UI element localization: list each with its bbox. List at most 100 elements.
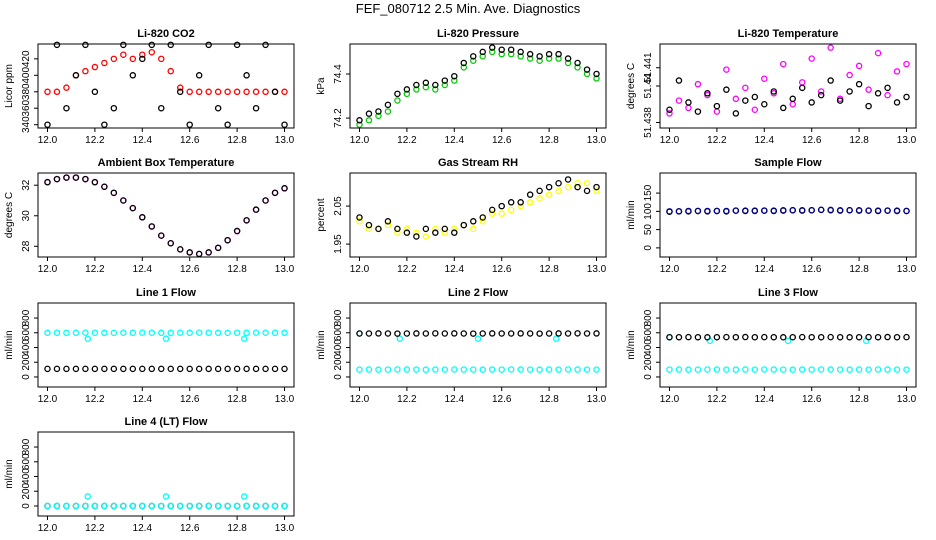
point	[91, 502, 99, 510]
point	[675, 77, 683, 84]
point	[488, 210, 496, 217]
point	[262, 41, 269, 49]
point	[545, 50, 553, 58]
point	[552, 335, 560, 342]
point	[470, 53, 477, 60]
point	[403, 86, 411, 93]
x-tick-label: 12.2	[707, 264, 727, 275]
point	[176, 88, 184, 96]
point	[884, 366, 891, 373]
point	[507, 199, 515, 206]
point	[63, 104, 70, 112]
point	[874, 49, 882, 57]
point	[356, 117, 363, 124]
point	[451, 366, 458, 373]
point	[780, 207, 787, 214]
point	[827, 366, 834, 373]
point	[761, 366, 768, 373]
point	[441, 81, 449, 89]
point	[808, 55, 815, 62]
x-tick-label: 13.0	[897, 135, 917, 146]
point	[413, 229, 420, 236]
point	[460, 221, 468, 229]
point	[224, 365, 231, 373]
x-tick-label: 12.8	[227, 264, 247, 275]
point	[474, 335, 482, 342]
point	[365, 117, 373, 124]
point	[233, 329, 241, 336]
point	[874, 207, 882, 214]
point	[120, 41, 127, 49]
x-tick-label: 12.2	[85, 394, 105, 405]
point	[761, 101, 768, 108]
point	[780, 104, 787, 112]
y-tick-label: 400	[643, 339, 654, 356]
point	[422, 225, 430, 233]
point	[252, 104, 260, 112]
point	[53, 365, 61, 373]
point	[396, 335, 404, 342]
point	[63, 365, 70, 373]
point	[874, 333, 882, 341]
point	[129, 204, 137, 212]
point	[101, 502, 108, 510]
point	[72, 365, 80, 373]
point	[555, 180, 562, 187]
point	[574, 366, 581, 373]
y-tick-label: 400	[21, 67, 32, 84]
point	[742, 333, 749, 341]
point	[488, 48, 496, 56]
point	[526, 366, 534, 373]
point	[564, 55, 572, 62]
point	[262, 502, 269, 510]
point	[129, 72, 137, 79]
x-tick-label: 12.8	[849, 394, 869, 405]
point	[403, 90, 411, 98]
x-tick-label: 12.6	[180, 135, 200, 146]
point	[158, 55, 165, 63]
point	[846, 71, 853, 79]
point	[817, 91, 825, 99]
y-tick-label: 800	[643, 309, 654, 326]
point	[498, 330, 505, 337]
point	[356, 214, 363, 221]
point	[517, 48, 524, 56]
point	[158, 329, 165, 337]
y-tick-label: 30	[21, 210, 32, 222]
point	[555, 50, 562, 58]
x-tick-label: 12.0	[350, 264, 370, 275]
point	[240, 335, 248, 342]
point	[91, 88, 99, 96]
point	[129, 329, 137, 337]
point	[846, 334, 853, 341]
y-tick-label: 100	[643, 203, 654, 220]
plot-frame	[659, 43, 917, 129]
point	[129, 55, 137, 63]
point	[675, 208, 683, 215]
point	[356, 121, 363, 128]
x-tick-label: 13.0	[897, 394, 917, 405]
point	[44, 329, 51, 337]
point	[479, 218, 486, 225]
point	[893, 333, 901, 341]
x-tick-label: 12.8	[227, 135, 247, 146]
point	[167, 502, 174, 510]
point	[53, 329, 61, 336]
point	[413, 81, 420, 89]
point	[555, 366, 562, 373]
point	[195, 88, 203, 96]
y-tick-label: 200	[643, 353, 654, 370]
x-tick-label: 13.0	[275, 264, 295, 275]
point	[384, 221, 392, 229]
point	[536, 187, 543, 195]
point	[460, 366, 468, 373]
point	[713, 366, 721, 373]
y-tick-label: 51.441	[643, 52, 654, 83]
point	[224, 502, 231, 510]
y-tick-label: 200	[21, 482, 32, 499]
point	[110, 502, 118, 510]
x-tick-label: 12.2	[707, 135, 727, 146]
point	[139, 214, 146, 221]
plot-frame	[37, 172, 295, 258]
